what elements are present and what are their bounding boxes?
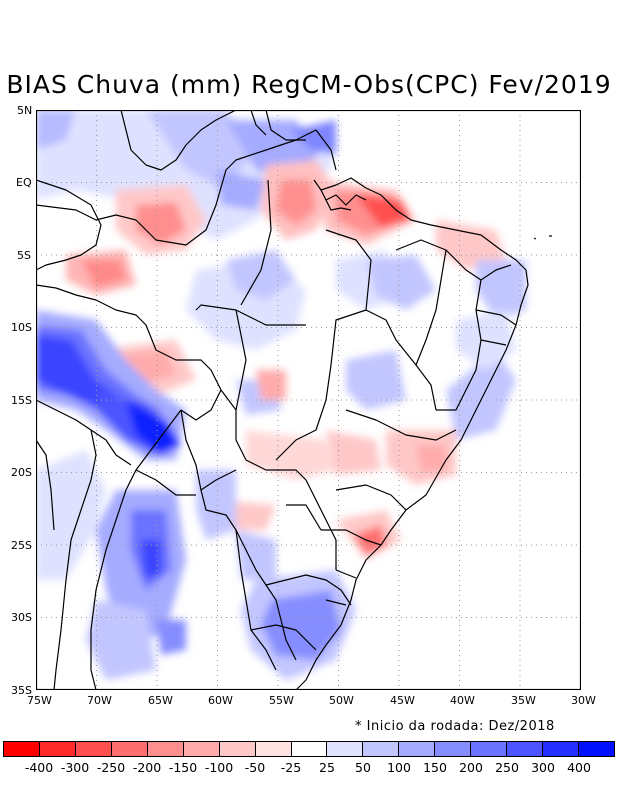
colorbar-cell [183,741,220,757]
colorbar-cell [507,741,544,757]
colorbar-label: -25 [280,760,302,775]
lat-label-10S: 10S [11,321,32,334]
colorbar-label: 50 [355,760,371,775]
lat-label-30S: 30S [11,611,32,624]
lon-label-40W: 40W [450,694,475,707]
map-grid [36,110,581,690]
colorbar-cell [219,741,256,757]
lon-label-60W: 60W [208,694,233,707]
colorbar-label: -150 [168,760,198,775]
lon-label-35W: 35W [511,694,536,707]
colorbar-label: 100 [387,760,411,775]
colorbar-cell [3,741,40,757]
colorbar-cell [147,741,184,757]
colorbar-cell [111,741,148,757]
lat-label-25S: 25S [11,539,32,552]
colorbar-label: 400 [567,760,591,775]
lon-label-70W: 70W [87,694,112,707]
colorbar-label: -300 [60,760,90,775]
colorbar-cell [435,741,472,757]
lon-label-30W: 30W [571,694,596,707]
lat-label-5N: 5N [17,104,33,117]
map-svg [36,110,581,690]
colorbar-cell [579,741,615,757]
colorbar-label: -50 [244,760,266,775]
colorbar-cell [39,741,76,757]
colorbar-cell [399,741,436,757]
colorbar-cell [291,741,328,757]
colorbar-label: 25 [319,760,335,775]
colorbar-label: 200 [459,760,483,775]
colorbar-label: 150 [423,760,447,775]
colorbar-label: 300 [531,760,555,775]
lon-label-45W: 45W [390,694,415,707]
colorbar-cell [75,741,112,757]
lat-label-35S: 35S [11,684,32,697]
lon-label-65W: 65W [148,694,173,707]
colorbar-label: -400 [24,760,54,775]
map-title: BIAS Chuva (mm) RegCM-Obs(CPC) Fev/2019 [6,70,612,99]
colorbar-cell [255,741,292,757]
lon-label-75W: 75W [27,694,52,707]
colorbar-label: -100 [204,760,234,775]
bias-map [36,110,581,690]
colorbar-label: -250 [96,760,126,775]
lon-label-55W: 55W [269,694,294,707]
map-border [36,110,581,690]
colorbar-cell [471,741,508,757]
colorbar-label: 250 [495,760,519,775]
colorbar-cell [543,741,579,757]
colorbar [3,741,615,757]
borders [36,110,552,690]
lon-label-50W: 50W [329,694,354,707]
colorbar-cell [327,741,364,757]
run-start-note: * Inicio da rodada: Dez/2018 [355,719,555,734]
lat-label-5S: 5S [17,249,31,262]
lat-label-20S: 20S [11,466,32,479]
colorbar-labels: -400 -300 -250 -200 -150 -100 -50 -25 25 50 100 150… [0,760,618,778]
colorbar-label: -200 [132,760,162,775]
colorbar-cell [363,741,400,757]
lat-label-15S: 15S [11,394,32,407]
lat-label-EQ: EQ [16,176,32,189]
